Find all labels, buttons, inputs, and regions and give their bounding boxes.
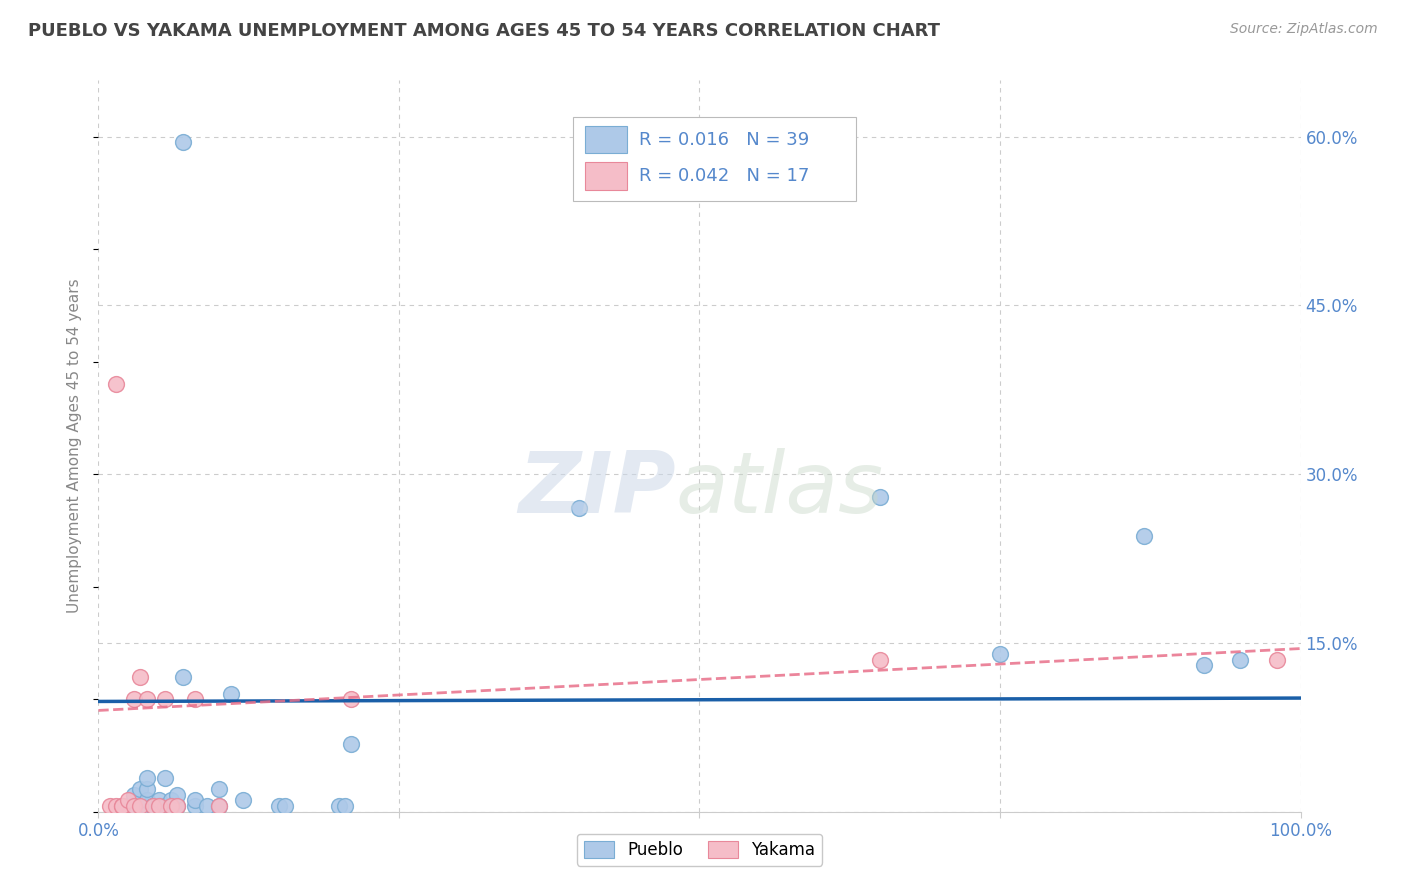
Point — [159, 799, 181, 814]
Text: R = 0.042   N = 17: R = 0.042 N = 17 — [640, 167, 810, 186]
Point — [195, 799, 218, 814]
Point — [124, 799, 146, 814]
Point — [219, 687, 242, 701]
Point — [166, 799, 188, 814]
Point — [183, 793, 205, 807]
Text: atlas: atlas — [675, 449, 883, 532]
Point — [129, 670, 152, 684]
Point — [172, 135, 194, 149]
Point — [135, 793, 157, 807]
Point — [105, 377, 128, 392]
Point — [208, 799, 231, 814]
Point — [183, 692, 205, 706]
Point — [159, 799, 181, 814]
Point — [1265, 653, 1288, 667]
Point — [988, 647, 1011, 661]
Point — [141, 799, 163, 814]
Point — [141, 799, 163, 814]
Point — [183, 799, 205, 814]
Point — [153, 771, 176, 785]
Point — [153, 692, 176, 706]
Point — [111, 799, 134, 814]
Point — [117, 793, 139, 807]
Point — [869, 653, 891, 667]
Point — [135, 799, 157, 814]
Point — [267, 799, 290, 814]
Point — [1194, 658, 1216, 673]
Text: R = 0.016   N = 39: R = 0.016 N = 39 — [640, 130, 810, 149]
Bar — [585, 126, 627, 153]
Point — [148, 799, 170, 814]
Point — [568, 500, 591, 515]
Point — [124, 799, 146, 814]
Point — [333, 799, 356, 814]
Point — [141, 799, 163, 814]
Bar — [585, 162, 627, 190]
Point — [148, 793, 170, 807]
Point — [340, 692, 363, 706]
Point — [135, 782, 157, 797]
Point — [340, 737, 363, 751]
Point — [148, 799, 170, 814]
Point — [274, 799, 297, 814]
Point — [232, 793, 254, 807]
Point — [117, 799, 139, 814]
Point — [148, 799, 170, 814]
Text: Source: ZipAtlas.com: Source: ZipAtlas.com — [1230, 22, 1378, 37]
Legend: Pueblo, Yakama: Pueblo, Yakama — [576, 834, 823, 865]
Point — [124, 788, 146, 802]
Point — [135, 771, 157, 785]
FancyBboxPatch shape — [574, 117, 856, 201]
Point — [869, 490, 891, 504]
Text: ZIP: ZIP — [517, 449, 675, 532]
Point — [328, 799, 350, 814]
Point — [100, 799, 122, 814]
Point — [105, 799, 128, 814]
Point — [135, 799, 157, 814]
Point — [129, 799, 152, 814]
Point — [172, 670, 194, 684]
Point — [129, 782, 152, 797]
Point — [159, 793, 181, 807]
Point — [1133, 529, 1156, 543]
Point — [153, 799, 176, 814]
Point — [111, 799, 134, 814]
Point — [166, 788, 188, 802]
Point — [1229, 653, 1251, 667]
Point — [135, 692, 157, 706]
Y-axis label: Unemployment Among Ages 45 to 54 years: Unemployment Among Ages 45 to 54 years — [67, 278, 83, 614]
Point — [166, 799, 188, 814]
Point — [111, 799, 134, 814]
Text: PUEBLO VS YAKAMA UNEMPLOYMENT AMONG AGES 45 TO 54 YEARS CORRELATION CHART: PUEBLO VS YAKAMA UNEMPLOYMENT AMONG AGES… — [28, 22, 941, 40]
Point — [124, 692, 146, 706]
Point — [208, 799, 231, 814]
Point — [208, 782, 231, 797]
